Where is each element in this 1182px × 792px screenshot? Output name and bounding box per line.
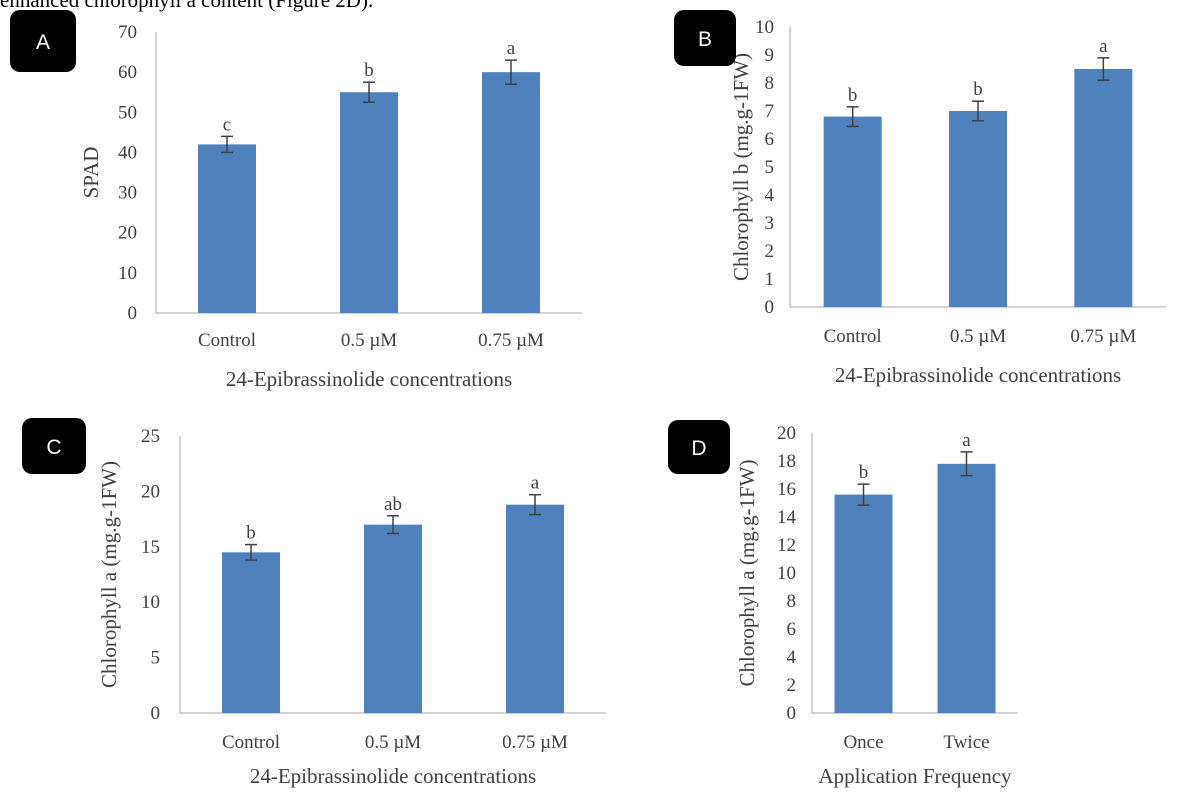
caption-fragment: enhanced chlorophyll a content (Figure 2…: [0, 0, 374, 12]
panel-b-y-tick-label: 6: [765, 129, 775, 150]
panel-c-y-tick-label: 25: [141, 426, 160, 447]
panel-b-y-tick-label: 9: [765, 45, 775, 66]
panel-c-significance-label: a: [531, 473, 540, 494]
panel-a-category-label: Control: [198, 330, 256, 351]
panel-a-bar: [482, 72, 540, 314]
panel-a-bar: [198, 144, 256, 313]
panel-b-category-label: 0.75 µM: [1070, 326, 1136, 347]
panel-c-y-tick-label: 5: [151, 648, 161, 669]
panel-d-y-tick-label: 6: [787, 619, 797, 640]
panel-a-y-tick-label: 50: [118, 102, 137, 123]
panel-a-y-tick-label: 40: [118, 142, 137, 163]
panel-d-badge-label: D: [691, 437, 706, 460]
panel-b-significance-label: a: [1099, 36, 1108, 57]
panel-a-significance-label: c: [223, 114, 231, 135]
panel-d-y-tick-label: 18: [777, 451, 796, 472]
panel-a-y-tick-label: 30: [118, 183, 137, 204]
panel-c-bar: [222, 552, 280, 713]
panel-b-significance-label: b: [848, 85, 858, 106]
panel-d-significance-label: b: [859, 462, 869, 483]
panel-b-y-tick-label: 1: [765, 269, 775, 290]
panel-d-y-tick-label: 2: [787, 675, 797, 696]
panel-a-x-axis-title: 24-Epibrassinolide concentrations: [226, 367, 512, 391]
panel-d-y-tick-label: 20: [777, 423, 796, 444]
panel-b-bar: [949, 111, 1007, 307]
panel-d-y-tick-label: 16: [777, 479, 796, 500]
panel-b-significance-label: b: [973, 79, 983, 100]
panel-d-x-axis-title: Application Frequency: [818, 764, 1012, 788]
panel-a-bar: [340, 92, 398, 313]
panel-b-bar: [823, 116, 882, 307]
panel-c-bar: [506, 504, 564, 713]
panel-a-y-tick-label: 0: [128, 303, 138, 324]
panel-c-y-tick-label: 10: [141, 592, 160, 613]
panel-b-y-axis-title: Chlorophyll b (mg.g-1FW): [729, 53, 753, 281]
panel-a-badge-label: A: [36, 31, 50, 54]
panel-b-y-tick-label: 7: [765, 101, 775, 122]
panel-b-category-label: Control: [824, 326, 882, 347]
panel-c-category-label: 0.75 µM: [502, 732, 568, 753]
panel-a-y-tick-label: 20: [118, 223, 137, 244]
panel-a-y-tick-label: 10: [118, 263, 137, 284]
panel-c-x-axis-title: 24-Epibrassinolide concentrations: [250, 764, 536, 788]
panel-b-y-tick-label: 8: [765, 73, 775, 94]
panel-c-y-tick-label: 15: [141, 537, 160, 558]
panel-b-y-tick-label: 10: [755, 17, 774, 38]
panel-c-y-tick-label: 0: [151, 703, 161, 724]
panel-d-significance-label: a: [962, 430, 971, 451]
panel-d-y-tick-label: 4: [787, 647, 797, 668]
panel-b-category-label: 0.5 µM: [950, 326, 1006, 347]
panel-b-badge-label: B: [698, 28, 712, 51]
panel-d-category-label: Twice: [943, 732, 989, 753]
panel-a-y-axis-title: SPAD: [79, 147, 103, 199]
panel-b-bar: [1074, 69, 1133, 307]
panel-a-category-label: 0.5 µM: [341, 330, 397, 351]
panel-b-x-axis-title: 24-Epibrassinolide concentrations: [835, 363, 1121, 387]
panel-c-significance-label: b: [246, 523, 256, 544]
panel-b-y-tick-label: 5: [765, 157, 775, 178]
panel-c-significance-label: ab: [384, 494, 402, 515]
panel-d-bar: [937, 463, 996, 713]
panel-a-badge: [10, 10, 76, 72]
panel-d-y-tick-label: 12: [777, 535, 796, 556]
panel-c-category-label: Control: [222, 732, 280, 753]
panel-c-category-label: 0.5 µM: [365, 732, 421, 753]
panel-d-y-tick-label: 10: [777, 563, 796, 584]
panel-a-category-label: 0.75 µM: [478, 330, 544, 351]
panel-c-badge-label: C: [46, 436, 61, 459]
panel-d-y-axis-title: Chlorophyll a (mg.g-1FW): [735, 460, 759, 687]
panel-b-y-tick-label: 3: [765, 213, 775, 234]
panel-c-y-tick-label: 20: [141, 481, 160, 502]
panel-b-y-tick-label: 0: [765, 297, 775, 318]
panel-a-significance-label: a: [507, 38, 516, 59]
panel-d-bar: [834, 494, 893, 713]
panel-b-y-tick-label: 4: [765, 185, 775, 206]
panel-a-y-tick-label: 70: [118, 22, 137, 43]
panel-d-y-tick-label: 14: [777, 507, 797, 528]
panel-d-y-tick-label: 0: [787, 703, 797, 724]
panel-d-category-label: Once: [843, 732, 883, 753]
panel-b-y-tick-label: 2: [765, 241, 775, 262]
panel-d-badge: [668, 420, 730, 474]
panel-c-badge: [22, 418, 86, 474]
panel-a-y-tick-label: 60: [118, 62, 137, 83]
panel-c-y-axis-title: Chlorophyll a (mg.g-1FW): [97, 461, 121, 688]
panel-d-y-tick-label: 8: [787, 591, 797, 612]
panel-a-significance-label: b: [364, 60, 374, 81]
panel-b-badge: [674, 10, 736, 66]
panel-c-bar: [364, 524, 422, 713]
